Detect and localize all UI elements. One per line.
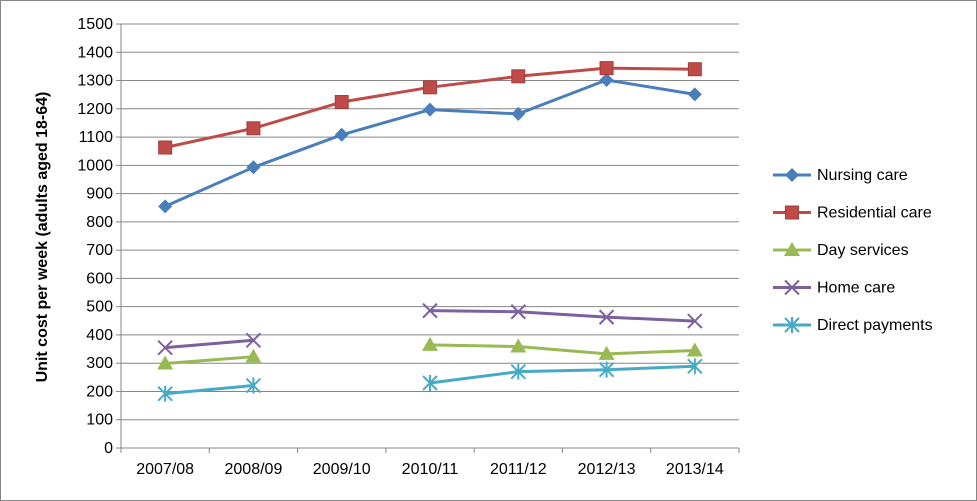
- data-point-nursing-care: [423, 102, 437, 117]
- y-tick-label: 800: [86, 214, 113, 231]
- y-tick-label: 500: [86, 299, 113, 316]
- data-point-home-care: [422, 302, 438, 319]
- data-point-home-care: [598, 309, 615, 325]
- legend-label: Residential care: [817, 205, 932, 222]
- data-point-direct-payments: [510, 363, 526, 380]
- data-point-nursing-care: [599, 72, 614, 87]
- x-tick-label: 2007/08: [136, 461, 194, 478]
- data-point-home-care: [245, 332, 262, 349]
- data-point-day-services: [686, 342, 703, 357]
- x-tick-label: 2008/09: [225, 461, 283, 478]
- gridlines: [121, 23, 739, 421]
- legend-item-home-care: Home care: [773, 280, 895, 297]
- y-tick-label: 900: [86, 186, 113, 203]
- legend-item-nursing-care: Nursing care: [773, 167, 908, 184]
- x-tick-label: 2009/10: [313, 461, 371, 478]
- data-point-direct-payments: [157, 385, 173, 402]
- data-point-residential-care: [599, 61, 614, 76]
- data-point-residential-care: [158, 140, 173, 155]
- x-tick-label: 2013/14: [666, 461, 724, 478]
- series-line-home-care: [429, 309, 695, 323]
- y-tick-label: 400: [86, 327, 113, 344]
- y-tick-label: 0: [104, 440, 113, 457]
- y-tick-label: 1200: [77, 101, 113, 118]
- data-point-residential-care: [334, 95, 349, 110]
- axes: 0 100 200 300 400 500 600 700 800 900 1000 1100 1200…: [77, 16, 740, 478]
- y-tick-label: 600: [86, 270, 113, 287]
- legend-marker: [784, 279, 800, 296]
- data-point-day-services: [598, 345, 615, 360]
- legend-marker: [784, 317, 800, 333]
- series-line-day-services: [429, 343, 695, 356]
- series-residential-care: [158, 61, 702, 155]
- series-layer: [157, 61, 703, 402]
- y-tick-label: 1000: [77, 157, 113, 174]
- legend-marker: [784, 242, 800, 256]
- series-line-direct-payments: [165, 384, 254, 396]
- data-point-nursing-care: [511, 106, 526, 121]
- data-point-direct-payments: [245, 377, 262, 394]
- legend-label: Direct payments: [817, 317, 933, 334]
- series-day-services: [157, 336, 703, 370]
- series-line-direct-payments: [429, 364, 695, 385]
- data-point-day-services: [157, 355, 174, 370]
- y-tick-label: 1400: [77, 44, 113, 61]
- series-home-care: [157, 302, 703, 356]
- data-point-day-services: [422, 336, 438, 351]
- data-point-residential-care: [687, 62, 702, 77]
- data-point-home-care: [157, 339, 173, 356]
- y-tick-label: 200: [86, 383, 113, 400]
- data-point-direct-payments: [598, 361, 615, 378]
- data-point-direct-payments: [687, 358, 703, 375]
- y-tick-label: 700: [86, 242, 113, 259]
- legend-label: Day services: [817, 242, 909, 259]
- series-line-nursing-care: [164, 78, 696, 208]
- series-line-home-care: [165, 338, 254, 350]
- x-tick-label: 2011/12: [490, 461, 547, 478]
- y-axis-title: Unit cost per week (adults aged 18-64): [34, 92, 51, 383]
- legend: Nursing care Residential care Day services…: [773, 167, 933, 334]
- series-line-day-services: [165, 355, 254, 365]
- data-point-residential-care: [511, 69, 526, 84]
- data-point-residential-care: [423, 80, 437, 95]
- data-point-day-services: [245, 348, 262, 363]
- legend-item-day-services: Day services: [773, 242, 909, 259]
- data-point-nursing-care: [687, 87, 702, 102]
- y-tick-label: 1100: [79, 129, 114, 146]
- data-point-home-care: [510, 304, 526, 320]
- legend-item-direct-payments: Direct payments: [773, 317, 933, 334]
- legend-item-residential-care: Residential care: [773, 205, 932, 222]
- y-tick-label: 300: [86, 355, 113, 372]
- data-point-home-care: [687, 313, 703, 329]
- data-point-day-services: [510, 338, 527, 353]
- series-nursing-care: [158, 72, 702, 214]
- x-tick-label: 2010/11: [402, 461, 459, 478]
- legend-label: Home care: [817, 280, 895, 297]
- data-point-nursing-care: [334, 127, 349, 142]
- series-direct-payments: [157, 358, 703, 402]
- data-point-nursing-care: [158, 199, 173, 214]
- data-point-residential-care: [246, 121, 261, 136]
- data-point-nursing-care: [246, 160, 261, 175]
- legend-label: Nursing care: [817, 167, 908, 184]
- y-tick-label: 1500: [77, 16, 113, 33]
- legend-marker: [785, 205, 799, 220]
- legend-marker: [785, 168, 799, 182]
- y-tick-label: 100: [86, 412, 113, 429]
- y-tick-label: 1300: [77, 73, 113, 90]
- data-point-direct-payments: [422, 374, 438, 391]
- x-tick-label: 2012/13: [578, 461, 636, 478]
